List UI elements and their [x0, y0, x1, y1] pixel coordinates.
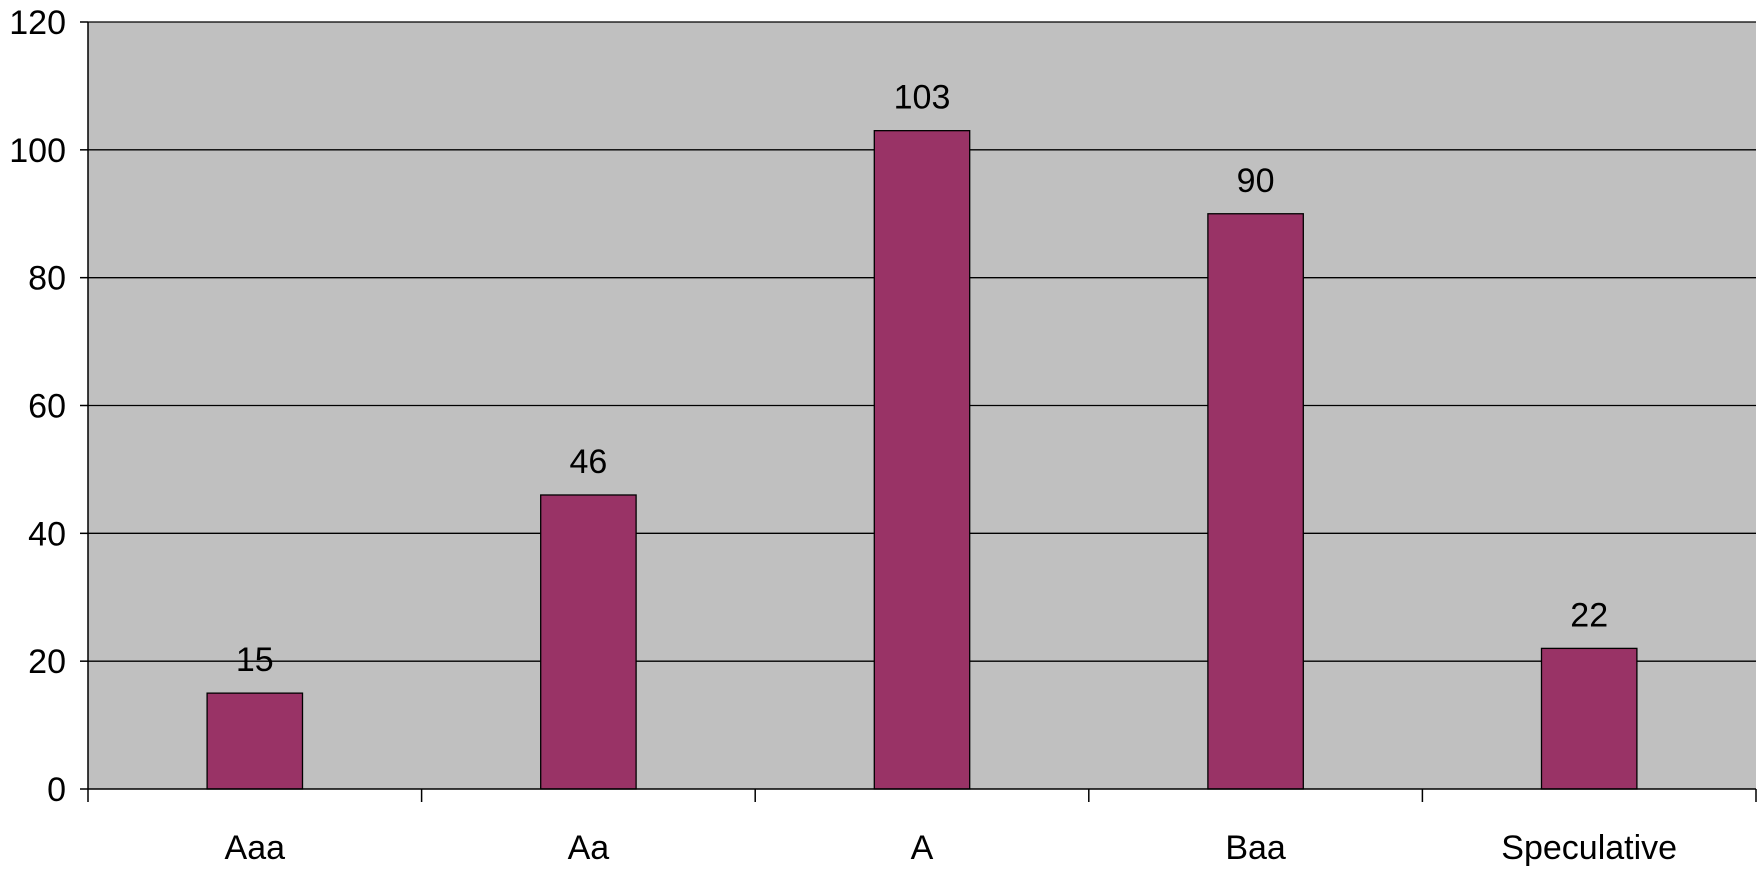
y-tick-label: 0	[47, 771, 66, 809]
bar	[873, 130, 971, 790]
y-tick-label: 40	[28, 515, 66, 553]
data-label: 22	[1570, 596, 1608, 634]
x-axis-ticks	[87, 789, 1757, 802]
bar	[540, 494, 637, 790]
y-axis-ticks	[80, 21, 88, 790]
bar	[206, 692, 304, 790]
bar-group	[206, 130, 1638, 790]
bar	[1207, 213, 1304, 790]
y-tick-label: 120	[9, 4, 66, 42]
y-tick-label: 80	[28, 260, 66, 298]
data-label: 103	[894, 79, 951, 117]
x-tick-label: Baa	[1225, 829, 1286, 867]
data-label: 15	[236, 641, 274, 679]
x-tick-label: Aaa	[225, 829, 286, 867]
data-label: 46	[569, 443, 607, 481]
x-tick-label: Aa	[568, 829, 610, 867]
x-axis-tick-labels: Aaa Aa A Baa Speculative	[225, 829, 1678, 867]
bar	[1540, 647, 1638, 790]
data-label-group: 15 46 103 90 22	[236, 79, 1608, 679]
y-tick-label: 100	[9, 132, 66, 170]
y-tick-label: 60	[28, 388, 66, 426]
y-tick-label: 20	[28, 643, 66, 681]
x-tick-label: Speculative	[1501, 829, 1677, 867]
x-tick-label: A	[911, 829, 934, 867]
y-axis-tick-labels: 0 20 40 60 80 100 120	[9, 4, 66, 809]
data-label: 90	[1237, 162, 1275, 200]
